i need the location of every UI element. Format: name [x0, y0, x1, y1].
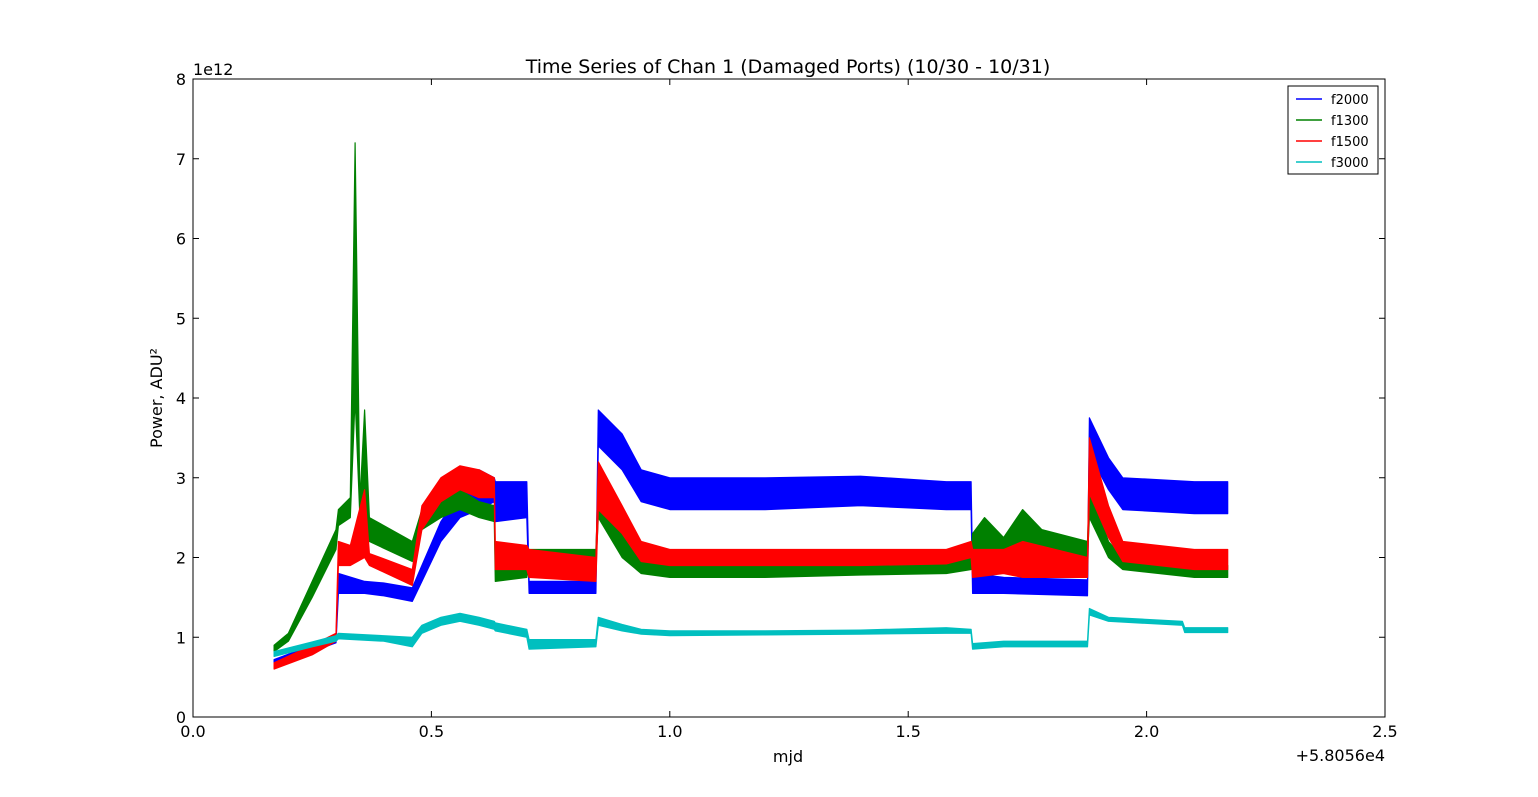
y-tick-label: 2 — [176, 549, 186, 568]
x-tick-label: 1.0 — [657, 722, 682, 741]
chart-title: Time Series of Chan 1 (Damaged Ports) (1… — [525, 56, 1051, 78]
x-tick-label: 0.0 — [180, 722, 205, 741]
legend: f2000 f1300 f1500 f3000 — [1287, 85, 1379, 175]
legend-items: f2000 f1300 f1500 f3000 — [1296, 93, 1369, 171]
y-axis-label: Power, ADU² — [147, 348, 166, 448]
x-offset-label: +5.8056e4 — [1296, 746, 1385, 765]
x-tick-label: 2.0 — [1134, 722, 1159, 741]
legend-label-f1500: f1500 — [1331, 135, 1369, 150]
legend-label-f3000: f3000 — [1331, 156, 1369, 171]
legend-box — [1287, 85, 1379, 175]
series-f1500 — [273, 437, 1229, 670]
legend-label-f2000: f2000 — [1331, 93, 1369, 108]
y-tick-label: 6 — [176, 230, 186, 249]
x-tick-label: 0.5 — [419, 722, 444, 741]
y-tick-label: 4 — [176, 389, 186, 408]
y-tick-label: 7 — [176, 150, 186, 169]
series-f3000 — [273, 607, 1229, 658]
series-layer — [273, 142, 1229, 670]
legend-label-f1300: f1300 — [1331, 114, 1369, 129]
y-tick-label: 8 — [176, 70, 186, 89]
y-tick-label: 3 — [176, 469, 186, 488]
x-tick-label: 2.5 — [1372, 722, 1397, 741]
x-axis-label: mjd — [773, 747, 803, 766]
y-exponent-label: 1e12 — [193, 60, 233, 79]
y-tick-label: 1 — [176, 628, 186, 647]
y-tick-label: 0 — [176, 708, 186, 727]
ticks-layer: 0.0 0.5 1.0 1.5 2.0 2.5 0 1 2 3 4 5 6 7 8 — [176, 70, 1398, 741]
x-tick-label: 1.5 — [895, 722, 920, 741]
y-tick-label: 5 — [176, 309, 186, 328]
